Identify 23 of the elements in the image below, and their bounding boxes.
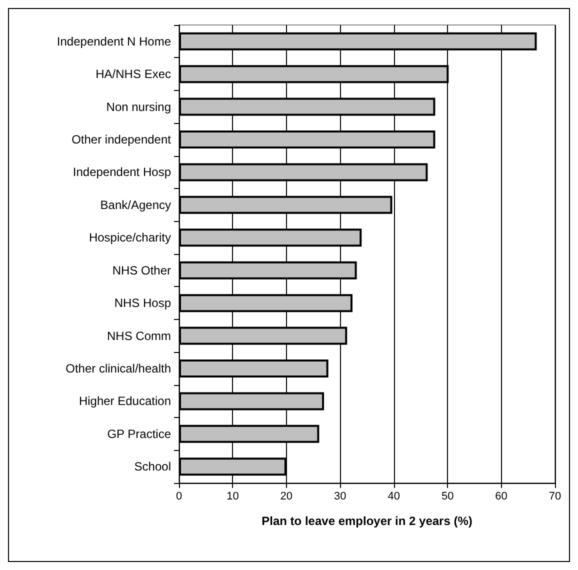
x-tick-label: 70: [548, 490, 562, 502]
x-tick-label: 0: [176, 490, 182, 502]
x-tick-label: 50: [441, 490, 454, 502]
y-tick-label: NHS Other: [112, 263, 171, 278]
x-tick-label: 40: [388, 490, 400, 502]
y-tick-label: Bank/Agency: [100, 198, 171, 212]
y-tick-label: GP Practice: [107, 426, 172, 441]
x-axis-title: Plan to leave employer in 2 years (%): [262, 514, 472, 528]
y-tick-label: NHS Hosp: [114, 296, 172, 310]
x-tick-label: 20: [280, 490, 293, 502]
y-tick-label: Independent N Home: [56, 34, 172, 48]
y-tick-label: NHS Comm: [106, 328, 171, 343]
y-tick-label: Non nursing: [106, 100, 171, 114]
y-tick-label: Higher Education: [78, 394, 171, 408]
y-tick-label: Hospice/charity: [88, 230, 171, 245]
y-tick-label: Other clinical/health: [66, 362, 171, 376]
y-tick-label: Other independent: [72, 132, 172, 146]
y-tick-label: Independent Hosp: [72, 165, 172, 180]
x-tick-label: 60: [495, 490, 508, 502]
x-tick-label: 10: [226, 490, 239, 502]
y-tick-label: HA/NHS Exec: [96, 67, 171, 82]
y-tick-label: School: [134, 460, 171, 474]
x-tick-label: 30: [334, 490, 346, 502]
